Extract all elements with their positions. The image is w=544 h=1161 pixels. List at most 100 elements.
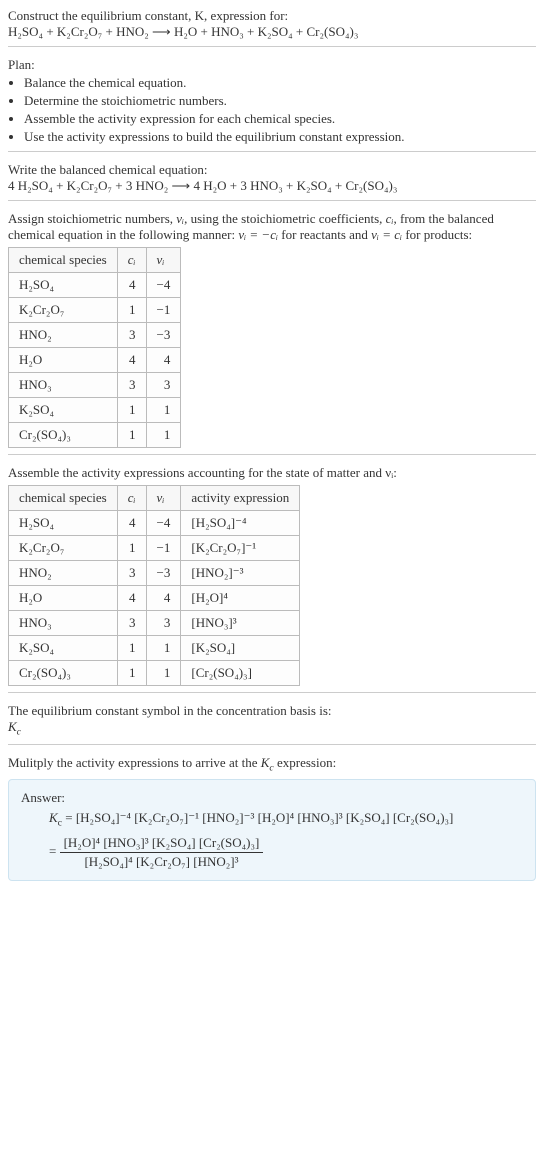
col-species: chemical species xyxy=(9,486,118,511)
cell-nu: −4 xyxy=(146,511,181,536)
col-ci: cᵢ xyxy=(117,486,146,511)
cell-species: Cr₂(SO₄)₃ xyxy=(9,661,118,686)
cell-ci: 4 xyxy=(117,273,146,298)
nu-symbol: νᵢ xyxy=(176,211,184,226)
cell-species: HNO₂ xyxy=(9,323,118,348)
cell-ci: 3 xyxy=(117,323,146,348)
table-row: HNO₃33[HNO₃]³ xyxy=(9,611,300,636)
cell-nu: 3 xyxy=(146,611,181,636)
cell-ci: 4 xyxy=(117,586,146,611)
cell-nu: 3 xyxy=(146,373,181,398)
cell-ci: 1 xyxy=(117,661,146,686)
cell-ci: 3 xyxy=(117,611,146,636)
plan-item: Balance the chemical equation. xyxy=(24,75,536,91)
cell-nu: −4 xyxy=(146,273,181,298)
table-row: K₂Cr₂O₇1−1 xyxy=(9,298,181,323)
kc-symbol: Kc xyxy=(8,719,536,738)
cell-ci: 1 xyxy=(117,536,146,561)
cell-ci: 3 xyxy=(117,561,146,586)
cell-nu: 1 xyxy=(146,661,181,686)
multiply-text: expression: xyxy=(274,755,336,770)
table-row: HNO₃33 xyxy=(9,373,181,398)
col-activity: activity expression xyxy=(181,486,300,511)
rule: νᵢ = cᵢ xyxy=(371,227,402,242)
cell-species: HNO₃ xyxy=(9,373,118,398)
assign-text: Assign stoichiometric numbers, xyxy=(8,211,176,226)
cell-nu: 1 xyxy=(146,423,181,448)
answer-line1: Kc = K_c = [H₂SO₄]⁻⁴ [K₂Cr₂O₇]⁻¹ [HNO₂]⁻… xyxy=(49,810,523,829)
divider xyxy=(8,692,536,693)
plan-list: Balance the chemical equation. Determine… xyxy=(8,75,536,145)
rule: νᵢ = −cᵢ xyxy=(238,227,278,242)
answer-label: Answer: xyxy=(21,790,523,806)
table-row: HNO₂3−3 xyxy=(9,323,181,348)
table-row: H₂SO₄4−4 xyxy=(9,273,181,298)
cell-ci: 3 xyxy=(117,373,146,398)
plan-item: Assemble the activity expression for eac… xyxy=(24,111,536,127)
divider xyxy=(8,200,536,201)
cell-ci: 4 xyxy=(117,348,146,373)
cell-species: H₂SO₄ xyxy=(9,511,118,536)
symbol-text: The equilibrium constant symbol in the c… xyxy=(8,703,536,719)
cell-activity: [HNO₂]⁻³ xyxy=(181,561,300,586)
assign-section: Assign stoichiometric numbers, νᵢ, using… xyxy=(8,211,536,448)
cell-species: HNO₂ xyxy=(9,561,118,586)
cell-species: H₂O xyxy=(9,348,118,373)
answer-line2: = [H₂O]⁴ [HNO₃]³ [K₂SO₄] [Cr₂(SO₄)₃] [H₂… xyxy=(49,835,523,870)
cell-ci: 1 xyxy=(117,298,146,323)
assemble-text: Assemble the activity expressions accoun… xyxy=(8,465,536,481)
fraction: [H₂O]⁴ [HNO₃]³ [K₂SO₄] [Cr₂(SO₄)₃] [H₂SO… xyxy=(60,835,264,870)
divider xyxy=(8,46,536,47)
answer-box: Answer: Kc = K_c = [H₂SO₄]⁻⁴ [K₂Cr₂O₇]⁻¹… xyxy=(8,779,536,881)
kc-inline: Kc xyxy=(261,755,274,770)
cell-species: H₂SO₄ xyxy=(9,273,118,298)
cell-species: K₂Cr₂O₇ xyxy=(9,298,118,323)
table-row: Cr₂(SO₄)₃11 xyxy=(9,423,181,448)
balanced-section: Write the balanced chemical equation: 4 … xyxy=(8,162,536,194)
cell-species: K₂Cr₂O₇ xyxy=(9,536,118,561)
cell-nu: −3 xyxy=(146,561,181,586)
cell-nu: −1 xyxy=(146,298,181,323)
header-line1: Construct the equilibrium constant, K, e… xyxy=(8,8,536,24)
stoich-table-1: chemical species cᵢ νᵢ H₂SO₄4−4 K₂Cr₂O₇1… xyxy=(8,247,181,448)
cell-species: H₂O xyxy=(9,586,118,611)
cell-ci: 1 xyxy=(117,636,146,661)
col-species: chemical species xyxy=(9,248,118,273)
cell-species: K₂SO₄ xyxy=(9,636,118,661)
col-ci: cᵢ xyxy=(117,248,146,273)
cell-nu: 4 xyxy=(146,586,181,611)
divider xyxy=(8,744,536,745)
cell-species: Cr₂(SO₄)₃ xyxy=(9,423,118,448)
symbol-section: The equilibrium constant symbol in the c… xyxy=(8,703,536,738)
cell-nu: 1 xyxy=(146,636,181,661)
cell-nu: −3 xyxy=(146,323,181,348)
frac-denominator: [H₂SO₄]⁴ [K₂Cr₂O₇] [HNO₂]³ xyxy=(60,853,264,870)
cell-activity: [K₂SO₄] xyxy=(181,636,300,661)
equals: = xyxy=(49,843,56,858)
problem-header: Construct the equilibrium constant, K, e… xyxy=(8,8,536,40)
plan-title: Plan: xyxy=(8,57,536,73)
divider xyxy=(8,151,536,152)
cell-ci: 1 xyxy=(117,398,146,423)
table-row: H₂O44 xyxy=(9,348,181,373)
plan-item: Use the activity expressions to build th… xyxy=(24,129,536,145)
divider xyxy=(8,454,536,455)
cell-ci: 4 xyxy=(117,511,146,536)
plan-item: Determine the stoichiometric numbers. xyxy=(24,93,536,109)
multiply-text: Mulitply the activity expressions to arr… xyxy=(8,755,261,770)
cell-activity: [H₂SO₄]⁻⁴ xyxy=(181,511,300,536)
cell-nu: 1 xyxy=(146,398,181,423)
col-nu: νᵢ xyxy=(146,486,181,511)
stoich-table-2: chemical species cᵢ νᵢ activity expressi… xyxy=(8,485,300,686)
col-nu: νᵢ xyxy=(146,248,181,273)
cell-species: K₂SO₄ xyxy=(9,398,118,423)
frac-numerator: [H₂O]⁴ [HNO₃]³ [K₂SO₄] [Cr₂(SO₄)₃] xyxy=(60,835,264,853)
multiply-section: Mulitply the activity expressions to arr… xyxy=(8,755,536,774)
balanced-equation: 4 H₂SO₄ + K₂Cr₂O₇ + 3 HNO₂ ⟶ 4 H₂O + 3 H… xyxy=(8,178,536,194)
assign-text: for products: xyxy=(402,227,472,242)
ci-symbol: cᵢ xyxy=(386,211,394,226)
table-row: HNO₂3−3[HNO₂]⁻³ xyxy=(9,561,300,586)
table-row: K₂Cr₂O₇1−1[K₂Cr₂O₇]⁻¹ xyxy=(9,536,300,561)
cell-nu: 4 xyxy=(146,348,181,373)
assign-text: for reactants and xyxy=(278,227,371,242)
